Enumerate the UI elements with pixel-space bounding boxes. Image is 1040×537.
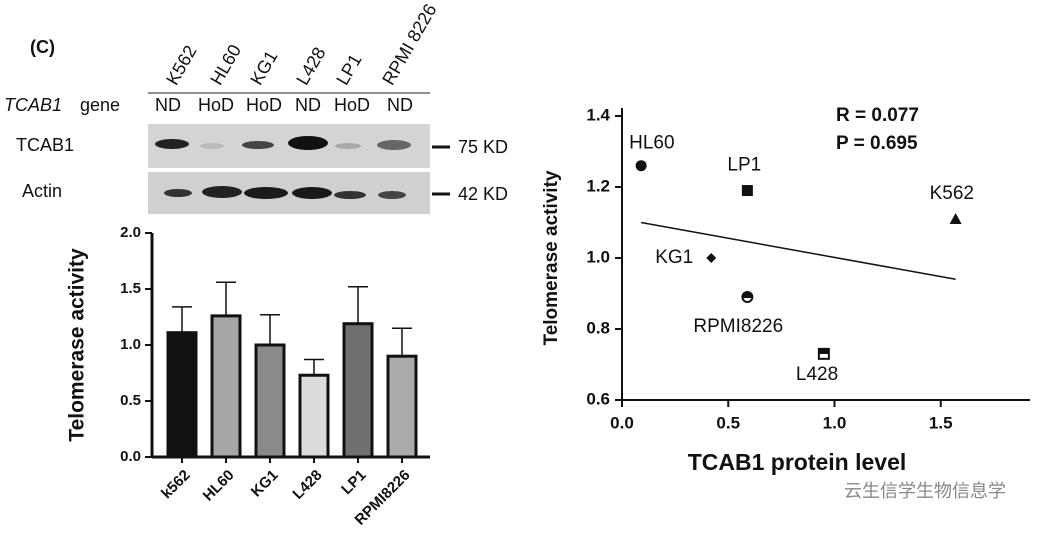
point — [741, 291, 754, 303]
bar — [386, 354, 418, 459]
size-label: 42 KD — [458, 184, 508, 204]
x-tick-label: k562 — [158, 467, 194, 503]
point — [635, 160, 647, 172]
gene-label: TCAB1 — [4, 95, 62, 115]
annotation: R = 0.077 — [836, 105, 919, 126]
lane-label: RPMI 8226 — [378, 0, 440, 88]
bar — [210, 314, 242, 459]
size-label: 75 KD — [458, 137, 508, 157]
gene-status: HoD — [198, 95, 234, 115]
annotation: P = 0.695 — [836, 133, 918, 154]
x-tick-label: 1.0 — [823, 413, 847, 432]
bar — [342, 322, 374, 459]
point — [741, 185, 753, 197]
blot-row-label: TCAB1 — [16, 135, 74, 155]
x-tick-label: 0.5 — [716, 413, 740, 432]
y-tick-label: 0.0 — [120, 448, 141, 465]
lane-label: LP1 — [332, 51, 365, 89]
y-axis-label: Telomerase activity — [66, 248, 89, 442]
y-tick-label: 1.0 — [120, 336, 141, 353]
y-tick-label: 0.5 — [120, 392, 141, 409]
point — [817, 347, 830, 360]
blot-row-label: Actin — [22, 181, 62, 201]
gene-status: HoD — [334, 95, 370, 115]
point-label: RPMI8226 — [693, 316, 783, 337]
lane-label: HL60 — [206, 41, 245, 88]
y-tick-label: 0.8 — [586, 318, 610, 337]
point-label: HL60 — [629, 133, 674, 154]
blot-image — [148, 124, 430, 214]
x-tick-label: LP1 — [338, 467, 369, 498]
y-axis-label: Telomerase activity — [541, 170, 562, 345]
trend-line — [640, 221, 956, 281]
y-tick-label: 1.4 — [586, 105, 610, 124]
point-label: KG1 — [655, 247, 693, 268]
gene-status: ND — [155, 95, 181, 115]
gene-status: HoD — [246, 95, 282, 115]
x-tick-label: 1.5 — [929, 413, 953, 432]
bar — [166, 331, 198, 459]
y-tick-label: 0.6 — [586, 389, 610, 408]
lane-label: L428 — [292, 44, 329, 89]
gene-suffix: gene — [80, 95, 120, 115]
gene-status: ND — [387, 95, 413, 115]
bar — [254, 343, 286, 459]
x-tick-label: 0.0 — [610, 413, 634, 432]
y-tick-label: 1.2 — [586, 176, 610, 195]
x-axis-label: TCAB1 protein level — [688, 449, 907, 475]
point-label: K562 — [930, 183, 974, 204]
gene-status: ND — [295, 95, 321, 115]
point — [949, 212, 962, 224]
x-tick-label: L428 — [289, 467, 325, 503]
y-tick-label: 1.0 — [586, 247, 610, 266]
bar — [298, 373, 330, 459]
point-label: L428 — [796, 364, 838, 385]
panel-label: (C) — [30, 37, 55, 57]
x-tick-label: HL60 — [200, 467, 238, 505]
y-tick-label: 1.5 — [120, 280, 141, 297]
point-label: LP1 — [727, 155, 761, 176]
x-tick-label: KG1 — [248, 467, 282, 501]
y-tick-label: 2.0 — [120, 224, 141, 241]
lane-label: K562 — [162, 42, 200, 88]
watermark: 云生信学生物信息学 — [844, 481, 1006, 501]
lane-label: KG1 — [246, 47, 281, 88]
point — [706, 253, 717, 263]
